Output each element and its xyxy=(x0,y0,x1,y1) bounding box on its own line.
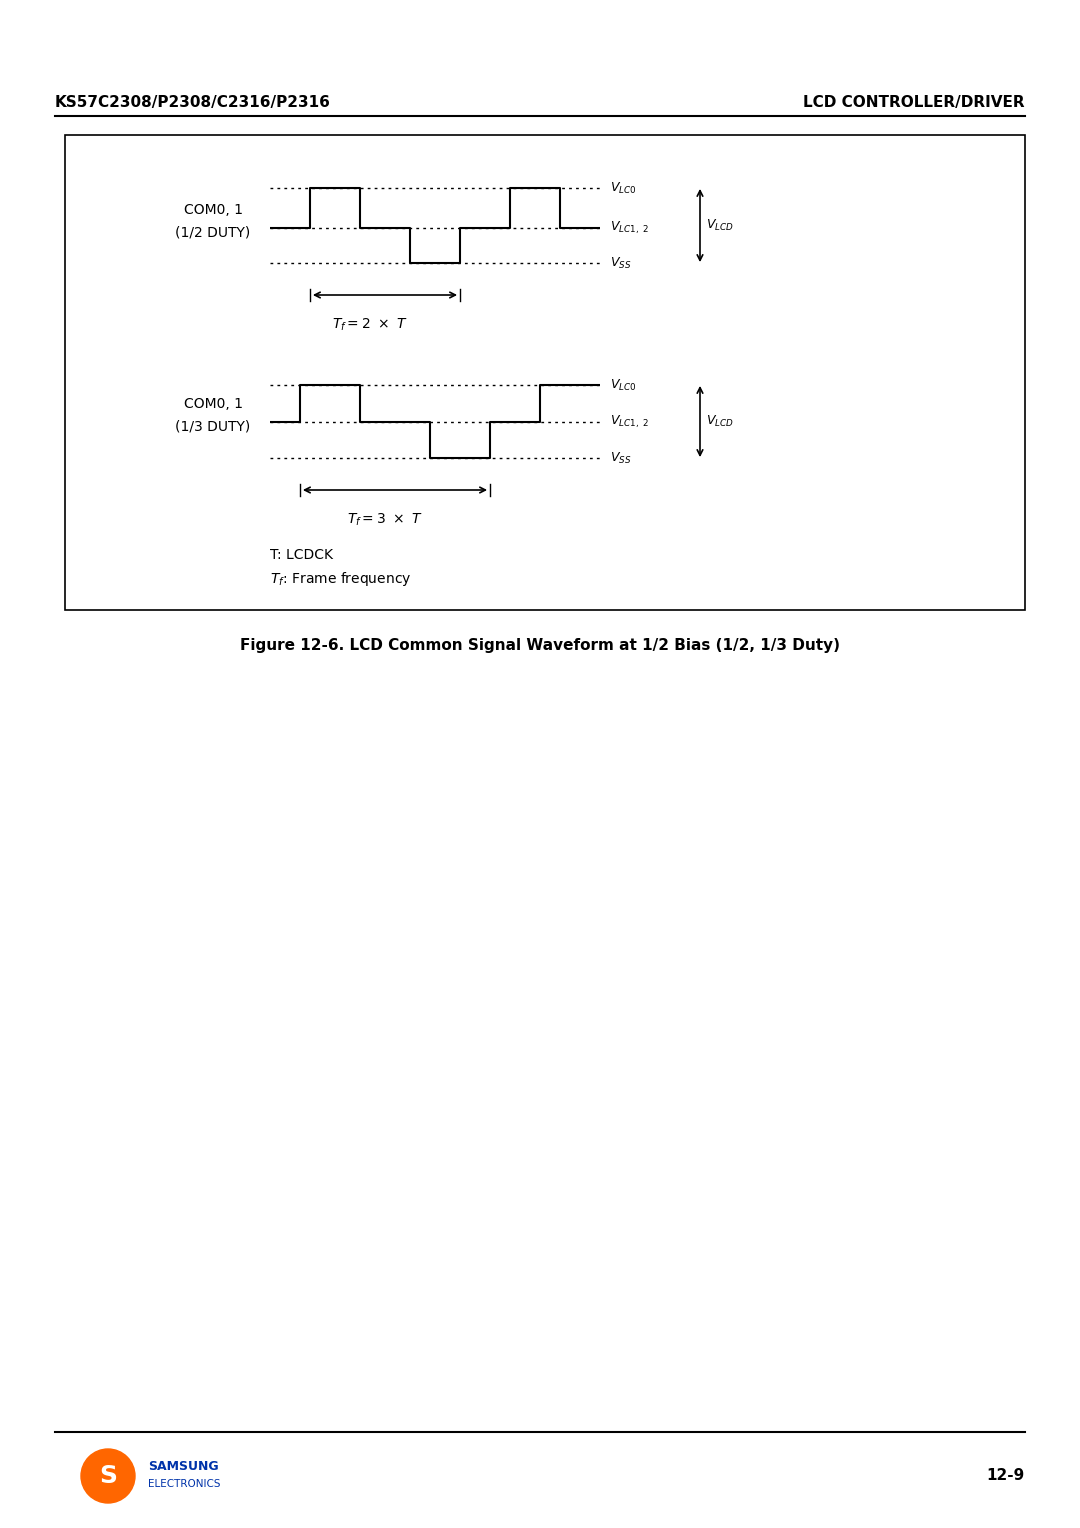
Text: ELECTRONICS: ELECTRONICS xyxy=(148,1479,220,1488)
Text: $T_f = 3\ \times\ T$: $T_f = 3\ \times\ T$ xyxy=(347,512,422,529)
Text: $V_{LC1,\ 2}$: $V_{LC1,\ 2}$ xyxy=(610,414,649,431)
Text: $V_{LCD}$: $V_{LCD}$ xyxy=(706,414,733,429)
Text: $V_{LC0}$: $V_{LC0}$ xyxy=(610,377,636,393)
Text: SAMSUNG: SAMSUNG xyxy=(148,1459,218,1473)
Text: $T_f = 2\ \times\ T$: $T_f = 2\ \times\ T$ xyxy=(333,316,408,333)
Text: $V_{LCD}$: $V_{LCD}$ xyxy=(706,219,733,234)
Text: $V_{SS}$: $V_{SS}$ xyxy=(610,451,632,466)
Text: 12-9: 12-9 xyxy=(987,1468,1025,1484)
Text: S: S xyxy=(99,1464,117,1488)
Text: KS57C2308/P2308/C2316/P2316: KS57C2308/P2308/C2316/P2316 xyxy=(55,95,330,110)
Text: Figure 12-6. LCD Common Signal Waveform at 1/2 Bias (1/2, 1/3 Duty): Figure 12-6. LCD Common Signal Waveform … xyxy=(240,639,840,652)
Text: $V_{SS}$: $V_{SS}$ xyxy=(610,255,632,270)
Text: $T_f$: Frame frequency: $T_f$: Frame frequency xyxy=(270,570,411,588)
Text: T: LCDCK: T: LCDCK xyxy=(270,549,333,562)
Text: COM0, 1: COM0, 1 xyxy=(184,203,243,217)
Bar xyxy=(65,134,1025,610)
Text: $V_{LC0}$: $V_{LC0}$ xyxy=(610,180,636,196)
Circle shape xyxy=(81,1449,135,1504)
Text: $V_{LC1,\ 2}$: $V_{LC1,\ 2}$ xyxy=(610,220,649,237)
Text: LCD CONTROLLER/DRIVER: LCD CONTROLLER/DRIVER xyxy=(804,95,1025,110)
Text: (1/2 DUTY): (1/2 DUTY) xyxy=(175,225,251,238)
Text: COM0, 1: COM0, 1 xyxy=(184,397,243,411)
Text: (1/3 DUTY): (1/3 DUTY) xyxy=(175,419,251,432)
